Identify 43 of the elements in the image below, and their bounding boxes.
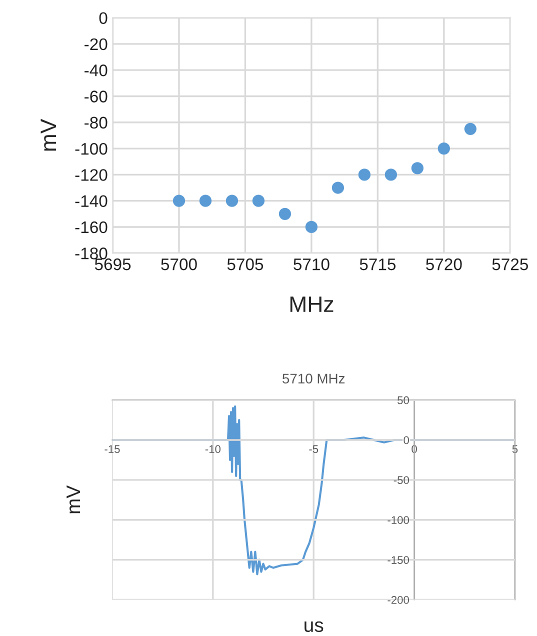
x-tick-label: 5725 <box>492 258 528 270</box>
point <box>464 122 476 136</box>
x-tick-label: 5705 <box>227 258 264 270</box>
x-tick-label: -5 <box>309 445 318 454</box>
chart-title: 5710 MHz <box>282 374 345 384</box>
x-axis-title: us <box>304 621 324 632</box>
point <box>172 194 186 207</box>
point <box>252 194 265 207</box>
point <box>305 220 318 234</box>
y-tick-label: -150 <box>388 556 409 564</box>
y-tick-label: -40 <box>84 64 108 76</box>
y-tick-label: -60 <box>84 90 108 102</box>
point <box>278 208 292 220</box>
x-tick-label: -10 <box>205 445 221 454</box>
y-tick-label: 0 <box>99 12 108 24</box>
y-axis-title: mV <box>40 118 56 151</box>
point <box>438 142 450 155</box>
point <box>226 194 238 207</box>
point <box>384 168 398 181</box>
x-tick-label: 5700 <box>161 258 197 270</box>
y-tick-label: -180 <box>75 248 108 260</box>
x-axis-title: MHz <box>290 296 334 312</box>
y-tick-label: 0 <box>404 436 409 444</box>
y-tick-label: -20 <box>84 38 108 50</box>
x-tick-label: -15 <box>104 445 120 454</box>
y-tick-label: -140 <box>75 195 108 208</box>
y-tick-label: -160 <box>75 221 108 234</box>
point <box>332 182 344 194</box>
point <box>358 168 371 181</box>
y-tick-label: -120 <box>75 169 108 181</box>
x-tick-label: 5710 <box>294 258 330 270</box>
y-tick-label: -100 <box>75 142 108 155</box>
y-tick-label: 50 <box>398 396 409 404</box>
y-tick-label: -200 <box>388 596 409 604</box>
y-tick-label: -80 <box>84 116 108 129</box>
x-tick-label: 5720 <box>426 258 462 270</box>
y-tick-label: -50 <box>394 476 409 484</box>
y-axis-title: mV <box>66 485 80 514</box>
x-tick-label: 5715 <box>360 258 396 270</box>
x-tick-label: 5695 <box>94 258 131 270</box>
point <box>199 194 212 207</box>
y-tick-label: -100 <box>388 516 409 524</box>
point <box>411 162 424 174</box>
